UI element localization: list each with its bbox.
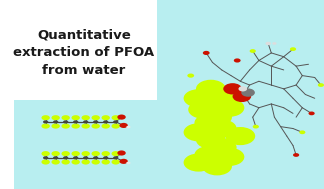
Circle shape — [103, 156, 108, 160]
Circle shape — [63, 156, 68, 160]
Circle shape — [52, 115, 60, 120]
Circle shape — [196, 80, 226, 98]
Circle shape — [184, 153, 213, 172]
Circle shape — [117, 115, 126, 120]
Circle shape — [233, 91, 251, 102]
Circle shape — [290, 47, 296, 51]
Circle shape — [113, 156, 118, 160]
Circle shape — [72, 124, 80, 129]
Circle shape — [41, 124, 50, 129]
Circle shape — [63, 120, 68, 124]
Circle shape — [126, 126, 131, 128]
Circle shape — [91, 115, 100, 120]
Text: Quantitative
extraction of PFOA
from water: Quantitative extraction of PFOA from wat… — [13, 28, 154, 77]
Circle shape — [202, 108, 232, 126]
Circle shape — [83, 120, 88, 124]
Circle shape — [101, 160, 110, 165]
Circle shape — [93, 120, 98, 124]
Circle shape — [82, 115, 90, 120]
Circle shape — [194, 114, 224, 132]
Circle shape — [101, 151, 110, 156]
Circle shape — [73, 156, 78, 160]
Circle shape — [194, 146, 224, 164]
Circle shape — [207, 138, 237, 156]
Circle shape — [82, 160, 90, 165]
Circle shape — [202, 157, 232, 175]
Circle shape — [120, 159, 128, 164]
Circle shape — [41, 151, 50, 156]
Circle shape — [117, 150, 126, 156]
Circle shape — [83, 156, 88, 160]
Circle shape — [103, 120, 108, 124]
Circle shape — [53, 156, 58, 160]
Circle shape — [214, 99, 244, 117]
Circle shape — [184, 89, 213, 107]
Circle shape — [111, 151, 120, 156]
Circle shape — [101, 115, 110, 120]
Circle shape — [238, 86, 247, 91]
Circle shape — [43, 156, 48, 160]
Circle shape — [41, 115, 50, 120]
Circle shape — [223, 83, 242, 94]
Circle shape — [52, 160, 60, 165]
Circle shape — [53, 120, 58, 124]
Circle shape — [249, 49, 256, 53]
Circle shape — [62, 151, 70, 156]
Circle shape — [113, 120, 118, 124]
Circle shape — [72, 115, 80, 120]
Circle shape — [91, 151, 100, 156]
Circle shape — [91, 160, 100, 165]
Circle shape — [111, 115, 120, 120]
Circle shape — [82, 124, 90, 129]
Circle shape — [196, 131, 226, 149]
Circle shape — [226, 127, 255, 145]
Circle shape — [82, 151, 90, 156]
Circle shape — [41, 160, 50, 165]
Circle shape — [93, 156, 98, 160]
Circle shape — [207, 119, 237, 138]
Circle shape — [187, 74, 194, 78]
Circle shape — [52, 124, 60, 129]
Circle shape — [234, 58, 241, 63]
Circle shape — [73, 120, 78, 124]
Circle shape — [91, 124, 100, 129]
Circle shape — [101, 124, 110, 129]
FancyBboxPatch shape — [14, 100, 324, 189]
Circle shape — [111, 160, 120, 165]
Circle shape — [72, 151, 80, 156]
Circle shape — [207, 91, 237, 109]
Circle shape — [299, 130, 306, 134]
FancyBboxPatch shape — [156, 0, 324, 100]
Circle shape — [203, 51, 210, 55]
Circle shape — [293, 153, 299, 157]
Circle shape — [241, 88, 255, 97]
Circle shape — [43, 120, 48, 124]
FancyBboxPatch shape — [14, 0, 156, 100]
Circle shape — [272, 42, 277, 45]
Circle shape — [188, 101, 218, 119]
Circle shape — [52, 151, 60, 156]
Circle shape — [62, 115, 70, 120]
Circle shape — [253, 125, 259, 129]
Circle shape — [318, 83, 324, 87]
Circle shape — [214, 148, 244, 166]
Circle shape — [111, 124, 120, 129]
Circle shape — [62, 160, 70, 165]
Circle shape — [265, 42, 271, 45]
Circle shape — [308, 112, 315, 115]
Circle shape — [72, 160, 80, 165]
Circle shape — [62, 124, 70, 129]
Circle shape — [120, 123, 128, 128]
Circle shape — [184, 123, 213, 141]
Circle shape — [126, 162, 131, 164]
